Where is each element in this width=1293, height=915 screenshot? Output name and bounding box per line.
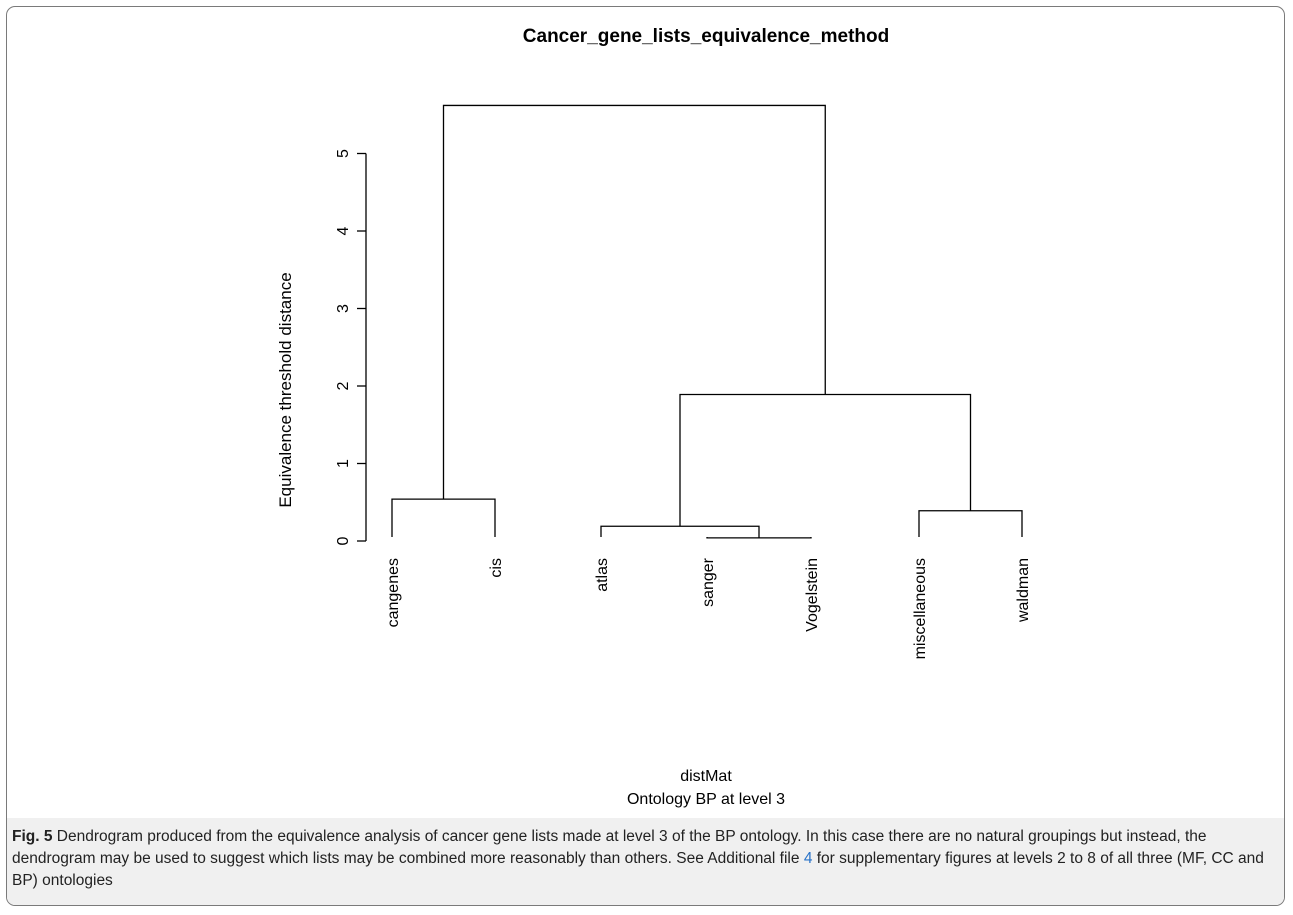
y-tick-label: 0 — [335, 536, 352, 545]
leaf-label-cis: cis — [488, 558, 505, 578]
figure-frame — [6, 6, 1285, 906]
leaf-label-vogelstein: Vogelstein — [804, 558, 821, 632]
dendrogram-link — [679, 393, 972, 527]
leaf-label-cangenes: cangenes — [385, 558, 402, 627]
additional-file-link[interactable]: 4 — [803, 850, 813, 867]
leaf-labels: cangenes cis atlas sanger Vogelstein miscella… — [385, 557, 1032, 659]
x-axis-label: distMat — [680, 768, 732, 785]
caption-text-2: for supplementary figures at levels 2 to… — [12, 850, 1264, 889]
dendrogram-link — [600, 525, 760, 538]
y-tick-label: 4 — [335, 226, 352, 235]
figure-caption: Fig. 5 Dendrogram produced from the equi… — [12, 826, 1282, 892]
y-tick-label: 3 — [335, 304, 352, 313]
dendrogram-link — [391, 498, 496, 537]
y-axis: 0 1 2 3 4 5 — [335, 149, 367, 545]
caption-text-1: Dendrogram produced from the equivalence… — [12, 828, 1207, 867]
leaf-label-sanger: sanger — [700, 557, 717, 607]
chart-title: Cancer_gene_lists_equivalence_method — [523, 26, 889, 47]
leaf-label-waldman: waldman — [1015, 558, 1032, 623]
dendrogram-link — [442, 104, 826, 500]
y-tick-label: 5 — [335, 149, 352, 158]
dendrogram-links — [391, 104, 1023, 539]
y-tick-label: 2 — [335, 381, 352, 390]
caption-background — [7, 818, 1284, 905]
leaf-label-atlas: atlas — [594, 558, 611, 592]
y-axis-label: Equivalence threshold distance — [276, 272, 295, 507]
dendrogram-link — [918, 510, 1023, 537]
leaf-label-miscellaneous: miscellaneous — [912, 558, 929, 659]
figure-label: Fig. 5 — [12, 828, 53, 845]
y-tick-label: 1 — [335, 459, 352, 468]
x-axis-sublabel: Ontology BP at level 3 — [627, 791, 785, 808]
